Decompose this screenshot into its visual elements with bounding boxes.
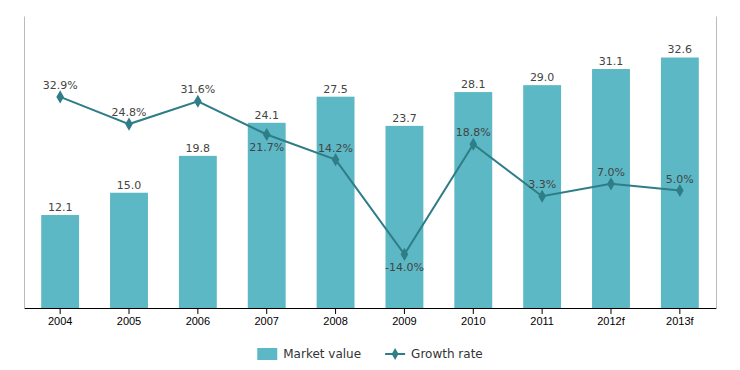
chart: 2004 2005 2006 2007 2008 2009 2010 2011 2012f 201… (0, 0, 740, 370)
x-tick-label: 2006 (186, 315, 210, 327)
x-tick: 2006 (186, 308, 210, 327)
legend-label: Growth rate (411, 347, 483, 361)
legend-item: Market value (257, 347, 361, 361)
x-tick-mark (679, 308, 680, 314)
bar-value-label: 28.1 (461, 78, 486, 91)
x-tick: 2013f (666, 308, 694, 327)
y2-axis-line (716, 17, 717, 309)
line-value-label: 18.8% (456, 126, 491, 139)
y2-axis (716, 17, 717, 309)
x-tick-mark (542, 308, 543, 314)
x-tick-label: 2008 (323, 315, 347, 327)
x-tick: 2004 (48, 308, 72, 327)
x-tick-label: 2009 (392, 315, 416, 327)
marker (56, 90, 64, 103)
legend: Market value Growth rate (257, 347, 482, 361)
bar (110, 193, 148, 308)
bar-value-label: 19.8 (186, 142, 211, 155)
bar-value-label: 24.1 (254, 109, 279, 122)
x-tick-mark (473, 308, 474, 314)
x-tick: 2007 (254, 308, 278, 327)
x-tick-mark (129, 308, 130, 314)
marks (41, 57, 699, 308)
marker (469, 138, 477, 151)
bar-value-label: 27.5 (323, 83, 348, 96)
y-axis (24, 17, 25, 309)
marker (538, 190, 546, 203)
legend-item: Growth rate (385, 347, 483, 361)
bar-value-label: 29.0 (530, 71, 555, 84)
bar-value-label: 32.6 (668, 43, 693, 56)
bar (317, 97, 355, 308)
x-tick: 2011 (530, 308, 554, 327)
marker (125, 117, 133, 130)
bar-value-label: 31.1 (599, 55, 624, 68)
legend-label: Market value (283, 347, 361, 361)
x-tick-mark (197, 308, 198, 314)
line-value-label: 3.3% (528, 178, 556, 191)
x-tick-mark (404, 308, 405, 314)
x-tick-mark (60, 308, 61, 314)
x-tick: 2005 (117, 308, 141, 327)
x-tick-label: 2007 (254, 315, 278, 327)
bar-value-label: 23.7 (392, 112, 417, 125)
bar-value-label: 12.1 (48, 201, 73, 214)
x-tick-label: 2013f (666, 315, 694, 327)
line-value-label: 14.2% (318, 142, 353, 155)
x-tick-mark (335, 308, 336, 314)
x-tick-label: 2011 (530, 315, 554, 327)
data-labels: 12.1 15.0 19.8 24.1 27.5 23.7 28.1 29.0 31.1 32.6… (43, 43, 694, 274)
bar (454, 92, 492, 308)
marker (401, 248, 409, 261)
legend-swatch (257, 348, 277, 360)
line-value-label: 5.0% (666, 173, 694, 186)
marker (194, 95, 202, 108)
plot: 2004 2005 2006 2007 2008 2009 2010 2011 2012f 201… (25, 17, 717, 327)
x-axis-line (25, 308, 717, 309)
line-value-label: 21.7% (249, 141, 284, 154)
marker (607, 177, 615, 190)
x-tick: 2008 (323, 308, 347, 327)
bar (41, 215, 79, 308)
line-value-label: 24.8% (112, 106, 147, 119)
marker (332, 153, 340, 166)
x-tick-mark (610, 308, 611, 314)
marker (263, 128, 271, 141)
y-axis-line (24, 17, 25, 309)
x-axis: 2004 2005 2006 2007 2008 2009 2010 2011 2012f 201… (25, 308, 717, 327)
x-tick-label: 2004 (48, 315, 72, 327)
line-value-label: -14.0% (385, 261, 424, 274)
bar (385, 126, 423, 308)
line-value-label: 32.9% (43, 79, 78, 92)
x-tick-label: 2010 (461, 315, 485, 327)
legend-marker (392, 348, 399, 360)
x-tick: 2010 (461, 308, 485, 327)
bar (661, 57, 699, 308)
bar (592, 69, 630, 308)
bar (523, 85, 561, 308)
bar-value-label: 15.0 (117, 179, 142, 192)
x-tick-label: 2005 (117, 315, 141, 327)
marker (676, 184, 684, 197)
x-tick-mark (266, 308, 267, 314)
line-value-label: 7.0% (597, 166, 625, 179)
x-tick: 2009 (392, 308, 416, 327)
bar (248, 123, 286, 308)
line-value-label: 31.6% (180, 83, 215, 96)
x-tick-label: 2012f (597, 315, 625, 327)
bar (179, 156, 217, 308)
x-tick: 2012f (597, 308, 625, 327)
line (60, 97, 680, 254)
